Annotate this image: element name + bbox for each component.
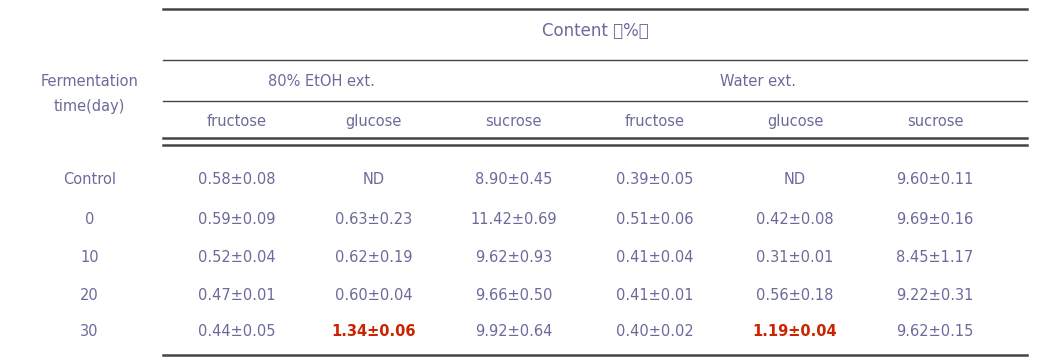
Text: 9.62±0.15: 9.62±0.15 <box>896 324 974 339</box>
Text: ND: ND <box>362 172 385 187</box>
Text: 0: 0 <box>85 211 94 227</box>
Text: sucrose: sucrose <box>907 114 963 129</box>
Text: fructose: fructose <box>207 114 266 129</box>
Text: 9.92±0.64: 9.92±0.64 <box>475 324 553 339</box>
Text: Fermentation
time(day): Fermentation time(day) <box>41 74 138 114</box>
Text: 0.42±0.08: 0.42±0.08 <box>756 211 834 227</box>
Text: 0.59±0.09: 0.59±0.09 <box>198 211 276 227</box>
Text: 9.66±0.50: 9.66±0.50 <box>475 287 553 303</box>
Text: 0.31±0.01: 0.31±0.01 <box>756 249 834 265</box>
Text: fructose: fructose <box>625 114 684 129</box>
Text: 1.19±0.04: 1.19±0.04 <box>753 324 837 339</box>
Text: 9.69±0.16: 9.69±0.16 <box>896 211 974 227</box>
Text: ND: ND <box>783 172 807 187</box>
Text: Content （%）: Content （%） <box>541 22 649 40</box>
Text: 0.60±0.04: 0.60±0.04 <box>335 287 413 303</box>
Text: 20: 20 <box>80 287 99 303</box>
Text: 0.63±0.23: 0.63±0.23 <box>335 211 413 227</box>
Text: glucose: glucose <box>767 114 823 129</box>
Text: 0.39±0.05: 0.39±0.05 <box>616 172 694 187</box>
Text: 10: 10 <box>80 249 99 265</box>
Text: 0.52±0.04: 0.52±0.04 <box>198 249 276 265</box>
Text: 0.56±0.18: 0.56±0.18 <box>756 287 834 303</box>
Text: 0.41±0.01: 0.41±0.01 <box>616 287 694 303</box>
Text: 0.40±0.02: 0.40±0.02 <box>616 324 694 339</box>
Text: 8.90±0.45: 8.90±0.45 <box>475 172 553 187</box>
Text: sucrose: sucrose <box>485 114 542 129</box>
Text: Water ext.: Water ext. <box>720 74 796 89</box>
Text: 9.22±0.31: 9.22±0.31 <box>896 287 974 303</box>
Text: 0.58±0.08: 0.58±0.08 <box>198 172 276 187</box>
Text: 8.45±1.17: 8.45±1.17 <box>896 249 974 265</box>
Text: glucose: glucose <box>345 114 402 129</box>
Text: 9.62±0.93: 9.62±0.93 <box>475 249 553 265</box>
Text: 9.60±0.11: 9.60±0.11 <box>896 172 974 187</box>
Text: 0.62±0.19: 0.62±0.19 <box>335 249 413 265</box>
Text: 0.51±0.06: 0.51±0.06 <box>616 211 694 227</box>
Text: 0.44±0.05: 0.44±0.05 <box>198 324 276 339</box>
Text: 80% EtOH ext.: 80% EtOH ext. <box>267 74 375 89</box>
Text: 11.42±0.69: 11.42±0.69 <box>471 211 557 227</box>
Text: 0.47±0.01: 0.47±0.01 <box>198 287 276 303</box>
Text: Control: Control <box>63 172 116 187</box>
Text: 30: 30 <box>80 324 99 339</box>
Text: 1.34±0.06: 1.34±0.06 <box>332 324 416 339</box>
Text: 0.41±0.04: 0.41±0.04 <box>616 249 694 265</box>
